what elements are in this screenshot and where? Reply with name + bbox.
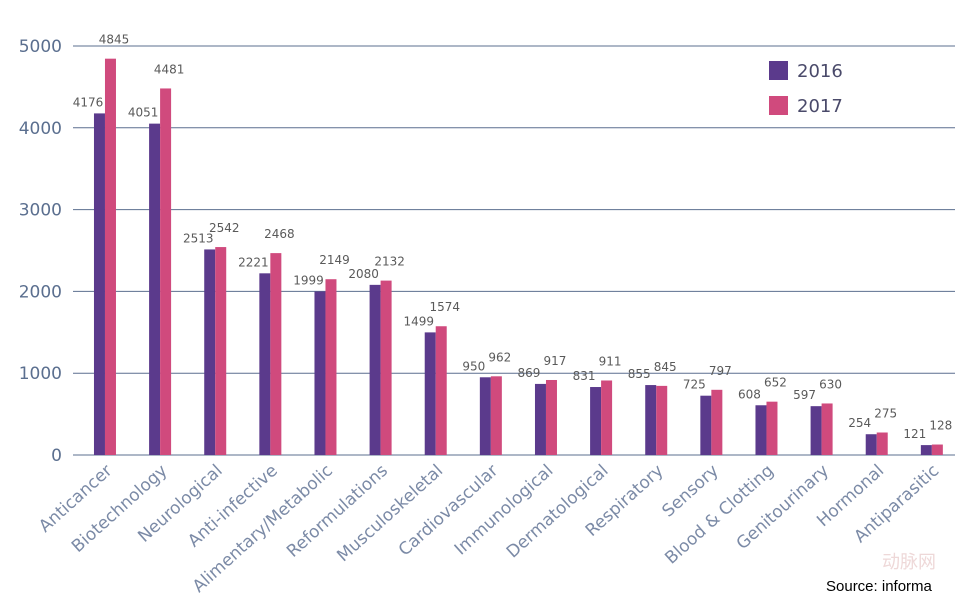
x-category-label: Cardiovascular	[395, 461, 502, 561]
bar-2016-musculoskeletal	[424, 332, 436, 455]
bar-2017-biotechnology	[160, 88, 172, 456]
legend-label: 2016	[797, 61, 843, 82]
x-category-label: Dermatological	[503, 461, 613, 562]
x-axis-labels: AnticancerBiotechnologyNeurologicalAnti-…	[35, 461, 943, 597]
bar-2016-biotechnology	[149, 123, 161, 455]
legend: 2016 2017	[769, 61, 843, 117]
bar-2017-immunological	[545, 379, 557, 455]
bar-2017-antiparasitic	[931, 444, 943, 455]
data-label: 855	[628, 367, 651, 381]
bar-2017-cardiovascular	[490, 376, 502, 455]
data-label: 845	[654, 360, 677, 374]
data-label: 2149	[319, 253, 350, 267]
data-label: 917	[544, 354, 567, 368]
bar-2017-genitourinary	[821, 403, 833, 455]
bar-2017-respiratory	[656, 385, 668, 455]
data-label: 275	[874, 407, 897, 421]
data-label: 630	[819, 377, 842, 391]
bar-2017-sensory	[711, 389, 723, 455]
bar-2017-anti-infective	[270, 253, 282, 455]
bar-2017-dermatological	[601, 380, 613, 455]
data-label: 2542	[209, 221, 240, 235]
data-label: 652	[764, 376, 787, 390]
bar-2016-blood-clotting	[755, 405, 767, 455]
bar-2017-blood-clotting	[766, 401, 778, 455]
y-tick-label: 5000	[19, 37, 62, 57]
data-label: 831	[573, 369, 596, 383]
legend-swatch-2016	[769, 61, 788, 80]
data-label: 869	[518, 366, 541, 380]
bar-2016-reformulations	[369, 284, 381, 455]
data-label: 797	[709, 364, 732, 378]
y-axis-ticks: 0 1000 2000 3000 4000 5000	[19, 37, 62, 466]
bar-2016-anticancer	[93, 113, 105, 455]
source-note: Source: informa	[826, 578, 932, 595]
bar-2017-neurological	[215, 247, 227, 455]
bar-2016-sensory	[700, 395, 712, 455]
data-label: 4051	[128, 106, 159, 120]
data-label: 911	[599, 354, 622, 368]
data-label: 950	[462, 359, 485, 373]
data-label: 128	[929, 419, 952, 433]
y-tick-label: 1000	[19, 364, 62, 384]
bar-2017-reformulations	[380, 280, 392, 455]
data-label: 4176	[73, 95, 104, 109]
data-label: 4845	[99, 33, 130, 47]
legend-swatch-2017	[769, 96, 788, 115]
bar-2016-anti-infective	[259, 273, 271, 455]
data-label: 2080	[348, 267, 379, 281]
data-label: 2513	[183, 231, 214, 245]
bar-2017-hormonal	[876, 432, 888, 455]
bar-2016-dermatological	[590, 387, 602, 455]
data-label: 2132	[374, 255, 405, 269]
bar-2016-alimentary-metabolic	[314, 291, 326, 455]
data-label: 597	[793, 388, 816, 402]
data-label: 1499	[403, 314, 434, 328]
bar-2017-alimentary-metabolic	[325, 279, 337, 455]
data-label: 2468	[264, 227, 295, 241]
data-label: 1999	[293, 273, 324, 287]
data-label: 2221	[238, 255, 269, 269]
legend-label: 2017	[797, 96, 843, 117]
bar-2016-hormonal	[865, 434, 877, 455]
bar-2016-antiparasitic	[920, 445, 932, 455]
watermark-logo: 动脉网	[882, 552, 936, 573]
x-category-label: Immunological	[451, 461, 557, 560]
bar-2016-genitourinary	[810, 406, 822, 455]
bar-2016-immunological	[534, 383, 546, 455]
x-category-label: Biotechnology	[68, 461, 171, 557]
data-label: 1574	[429, 300, 460, 314]
bar-2016-respiratory	[645, 385, 657, 455]
y-tick-label: 0	[51, 446, 62, 466]
data-label: 121	[903, 427, 926, 441]
y-tick-label: 4000	[19, 119, 62, 139]
bar-2016-neurological	[204, 249, 216, 455]
y-tick-label: 2000	[19, 282, 62, 302]
bars	[93, 58, 943, 456]
y-tick-label: 3000	[19, 201, 62, 221]
bar-2017-anticancer	[104, 58, 116, 455]
bar-2017-musculoskeletal	[435, 326, 447, 455]
data-label: 962	[488, 350, 511, 364]
bar-2016-cardiovascular	[479, 377, 491, 455]
data-label: 254	[848, 416, 871, 430]
data-label: 725	[683, 378, 706, 392]
data-label: 4481	[154, 62, 185, 76]
data-label: 608	[738, 387, 761, 401]
